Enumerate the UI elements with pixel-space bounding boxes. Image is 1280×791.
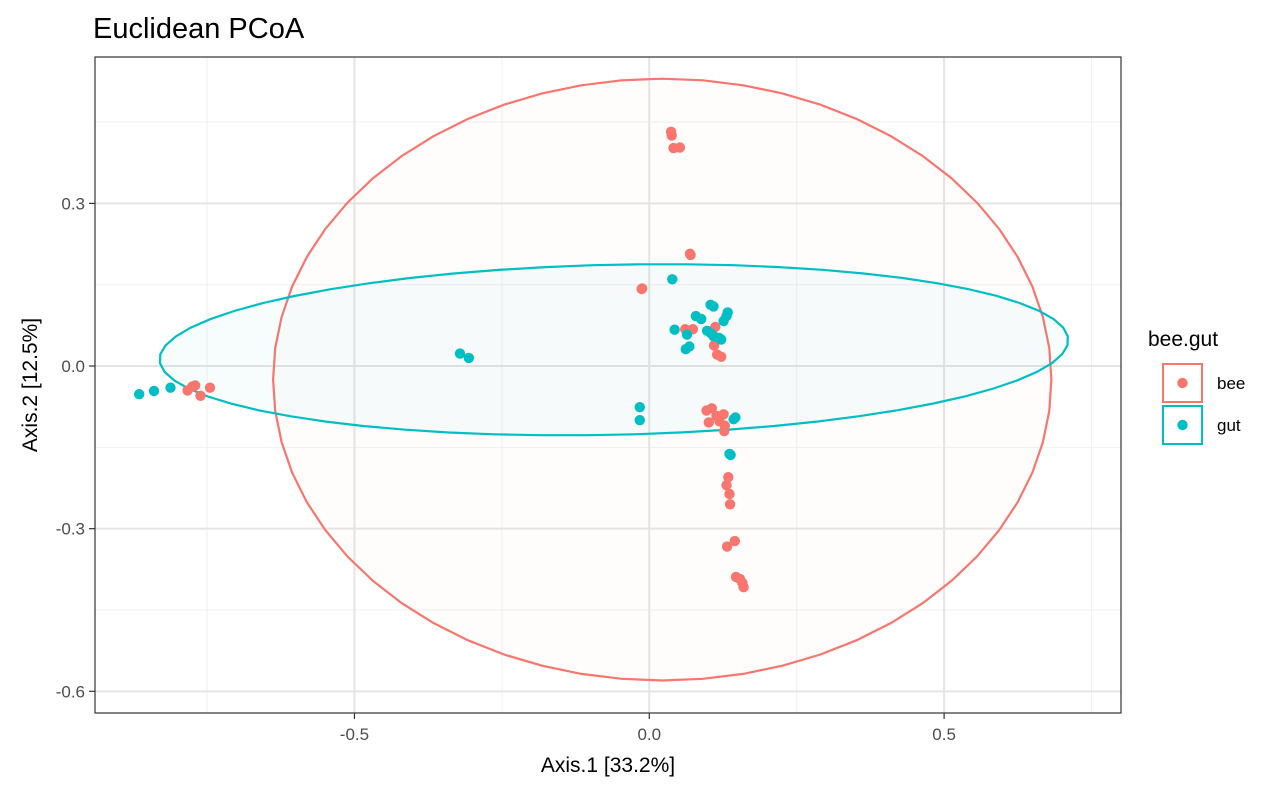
ellipse-bee: [271, 77, 1053, 682]
x-tick-label: 0.0: [637, 725, 661, 744]
point-gut: [716, 334, 727, 345]
point-bee: [719, 425, 730, 437]
legend-label-bee: bee: [1217, 374, 1245, 393]
point-bee: [195, 390, 206, 401]
legend-title: bee.gut: [1148, 328, 1218, 351]
y-tick-label: 0.3: [61, 194, 85, 213]
point-bee: [724, 499, 736, 510]
point-gut: [667, 274, 678, 285]
point-gut: [680, 344, 691, 355]
point-bee: [182, 385, 193, 396]
point-bee: [666, 130, 677, 141]
legend-marker-gut: [1177, 419, 1188, 431]
chart-title: Euclidean PCoA: [93, 13, 305, 45]
point-bee: [636, 283, 647, 295]
point-gut: [708, 301, 719, 312]
legend-marker-bee: [1177, 377, 1188, 389]
point-gut: [634, 415, 645, 426]
y-axis-label: Axis.2 [12.5%]: [19, 318, 42, 452]
point-bee: [716, 351, 727, 362]
confidence-ellipses: [158, 77, 1069, 682]
legend-key-bee: [1162, 363, 1203, 403]
x-axis-label: Axis.1 [33.2%]: [541, 754, 675, 777]
point-gut: [454, 348, 466, 359]
point-bee: [190, 380, 201, 391]
point-bee: [685, 249, 696, 261]
y-tick-label: 0.0: [61, 357, 85, 376]
x-tick-label: -0.5: [340, 725, 369, 744]
point-bee: [723, 472, 734, 483]
point-gut: [728, 414, 739, 425]
data-points: [134, 126, 749, 593]
plot-panel: [95, 57, 1121, 713]
ellipse-gut: [158, 263, 1069, 437]
y-tick-label: -0.3: [56, 520, 85, 539]
x-axis-ticks: -0.5 0.0 0.5: [340, 713, 956, 744]
x-tick-label: 0.5: [932, 725, 956, 744]
point-gut: [696, 313, 707, 325]
y-tick-label: -0.6: [56, 682, 85, 701]
point-bee: [708, 340, 720, 351]
point-gut: [681, 329, 693, 340]
point-bee: [706, 403, 717, 414]
point-gut: [463, 352, 474, 364]
panel-border: [94, 56, 1122, 714]
point-bee: [703, 417, 714, 428]
grid-major: [95, 57, 1121, 713]
point-gut: [148, 385, 160, 397]
point-gut: [134, 389, 145, 400]
point-gut: [718, 315, 729, 327]
point-bee: [204, 382, 216, 393]
point-gut: [634, 402, 645, 413]
point-bee: [721, 541, 733, 552]
legend-label-gut: gut: [1217, 416, 1241, 435]
point-bee: [724, 488, 735, 500]
legend: bee.gut bee gut: [1148, 328, 1245, 445]
y-axis-ticks: -0.6 -0.3 0.0 0.3: [56, 194, 95, 701]
point-bee: [729, 535, 740, 547]
point-bee: [674, 142, 686, 153]
point-gut: [724, 448, 735, 460]
point-bee: [738, 582, 749, 593]
point-bee: [721, 480, 732, 491]
point-gut: [669, 324, 680, 335]
point-gut: [165, 382, 176, 393]
